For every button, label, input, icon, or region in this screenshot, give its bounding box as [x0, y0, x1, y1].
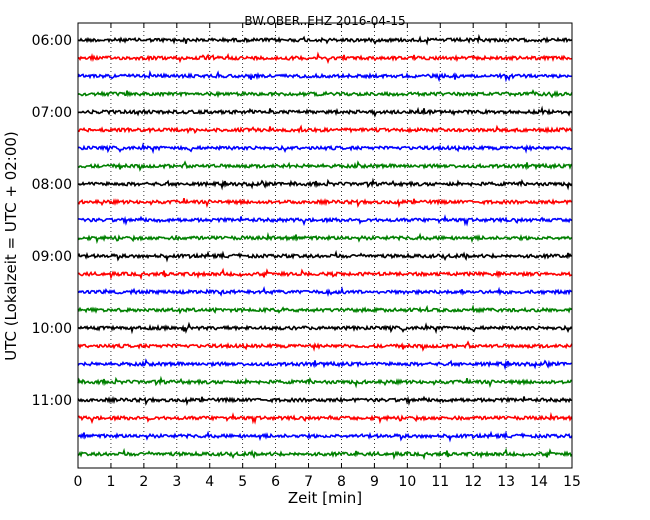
trace-0930	[77, 285, 573, 298]
trace-0630	[77, 69, 573, 83]
trace-0600	[77, 33, 573, 46]
trace-0945	[77, 304, 573, 315]
y-tick-label: 09:00	[32, 249, 72, 265]
x-tick-label: 3	[172, 474, 181, 490]
x-tick-label: 9	[370, 474, 379, 490]
x-tick-label: 2	[139, 474, 148, 490]
y-tick-label: 07:00	[32, 105, 72, 121]
trace-0615	[77, 51, 573, 65]
trace-1130	[77, 430, 573, 443]
x-tick-label: 6	[271, 474, 280, 490]
trace-1115	[77, 411, 573, 425]
trace-1015	[77, 340, 573, 352]
trace-0645	[77, 89, 573, 99]
chart-title: BW.OBER..EHZ 2016-04-15	[244, 14, 405, 28]
trace-0830	[77, 214, 573, 227]
trace-0800	[77, 177, 573, 191]
trace-layer	[77, 33, 573, 461]
x-tick-label: 7	[304, 474, 313, 490]
tick-layer: 0 1 2 3 4 5 6 7 8 9 10 11 12 13 14 1506:0007:0008:0009:…	[32, 23, 581, 490]
x-tick-label: 13	[497, 474, 515, 490]
x-tick-label: 1	[106, 474, 115, 490]
trace-0745	[77, 160, 573, 172]
trace-0730	[77, 142, 573, 155]
x-tick-label: 12	[464, 474, 482, 490]
x-tick-label: 5	[238, 474, 247, 490]
plot-frame	[77, 22, 573, 469]
y-tick-label: 11:00	[32, 393, 72, 409]
x-tick-label: 15	[563, 474, 581, 490]
trace-0915	[77, 267, 573, 281]
x-tick-label: 10	[398, 474, 416, 490]
trace-0815	[77, 197, 573, 209]
x-axis-label: Zeit [min]	[288, 489, 362, 507]
x-tick-label: 11	[431, 474, 449, 490]
trace-0715	[77, 124, 573, 135]
trace-0845	[77, 231, 573, 245]
y-tick-label: 06:00	[32, 33, 72, 49]
trace-1100	[77, 395, 573, 407]
trace-1000	[77, 321, 573, 335]
x-tick-label: 4	[205, 474, 214, 490]
trace-1045	[77, 375, 573, 389]
x-tick-label: 8	[337, 474, 346, 490]
y-tick-label: 08:00	[32, 177, 72, 193]
x-tick-label: 14	[530, 474, 548, 490]
x-tick-label: 0	[74, 474, 83, 490]
trace-0900	[77, 249, 573, 263]
y-tick-label: 10:00	[32, 321, 72, 337]
trace-1030	[77, 358, 573, 371]
y-axis-label: UTC (Lokalzeit = UTC + 02:00)	[2, 131, 20, 361]
trace-1145	[77, 447, 573, 461]
trace-0700	[77, 105, 573, 118]
